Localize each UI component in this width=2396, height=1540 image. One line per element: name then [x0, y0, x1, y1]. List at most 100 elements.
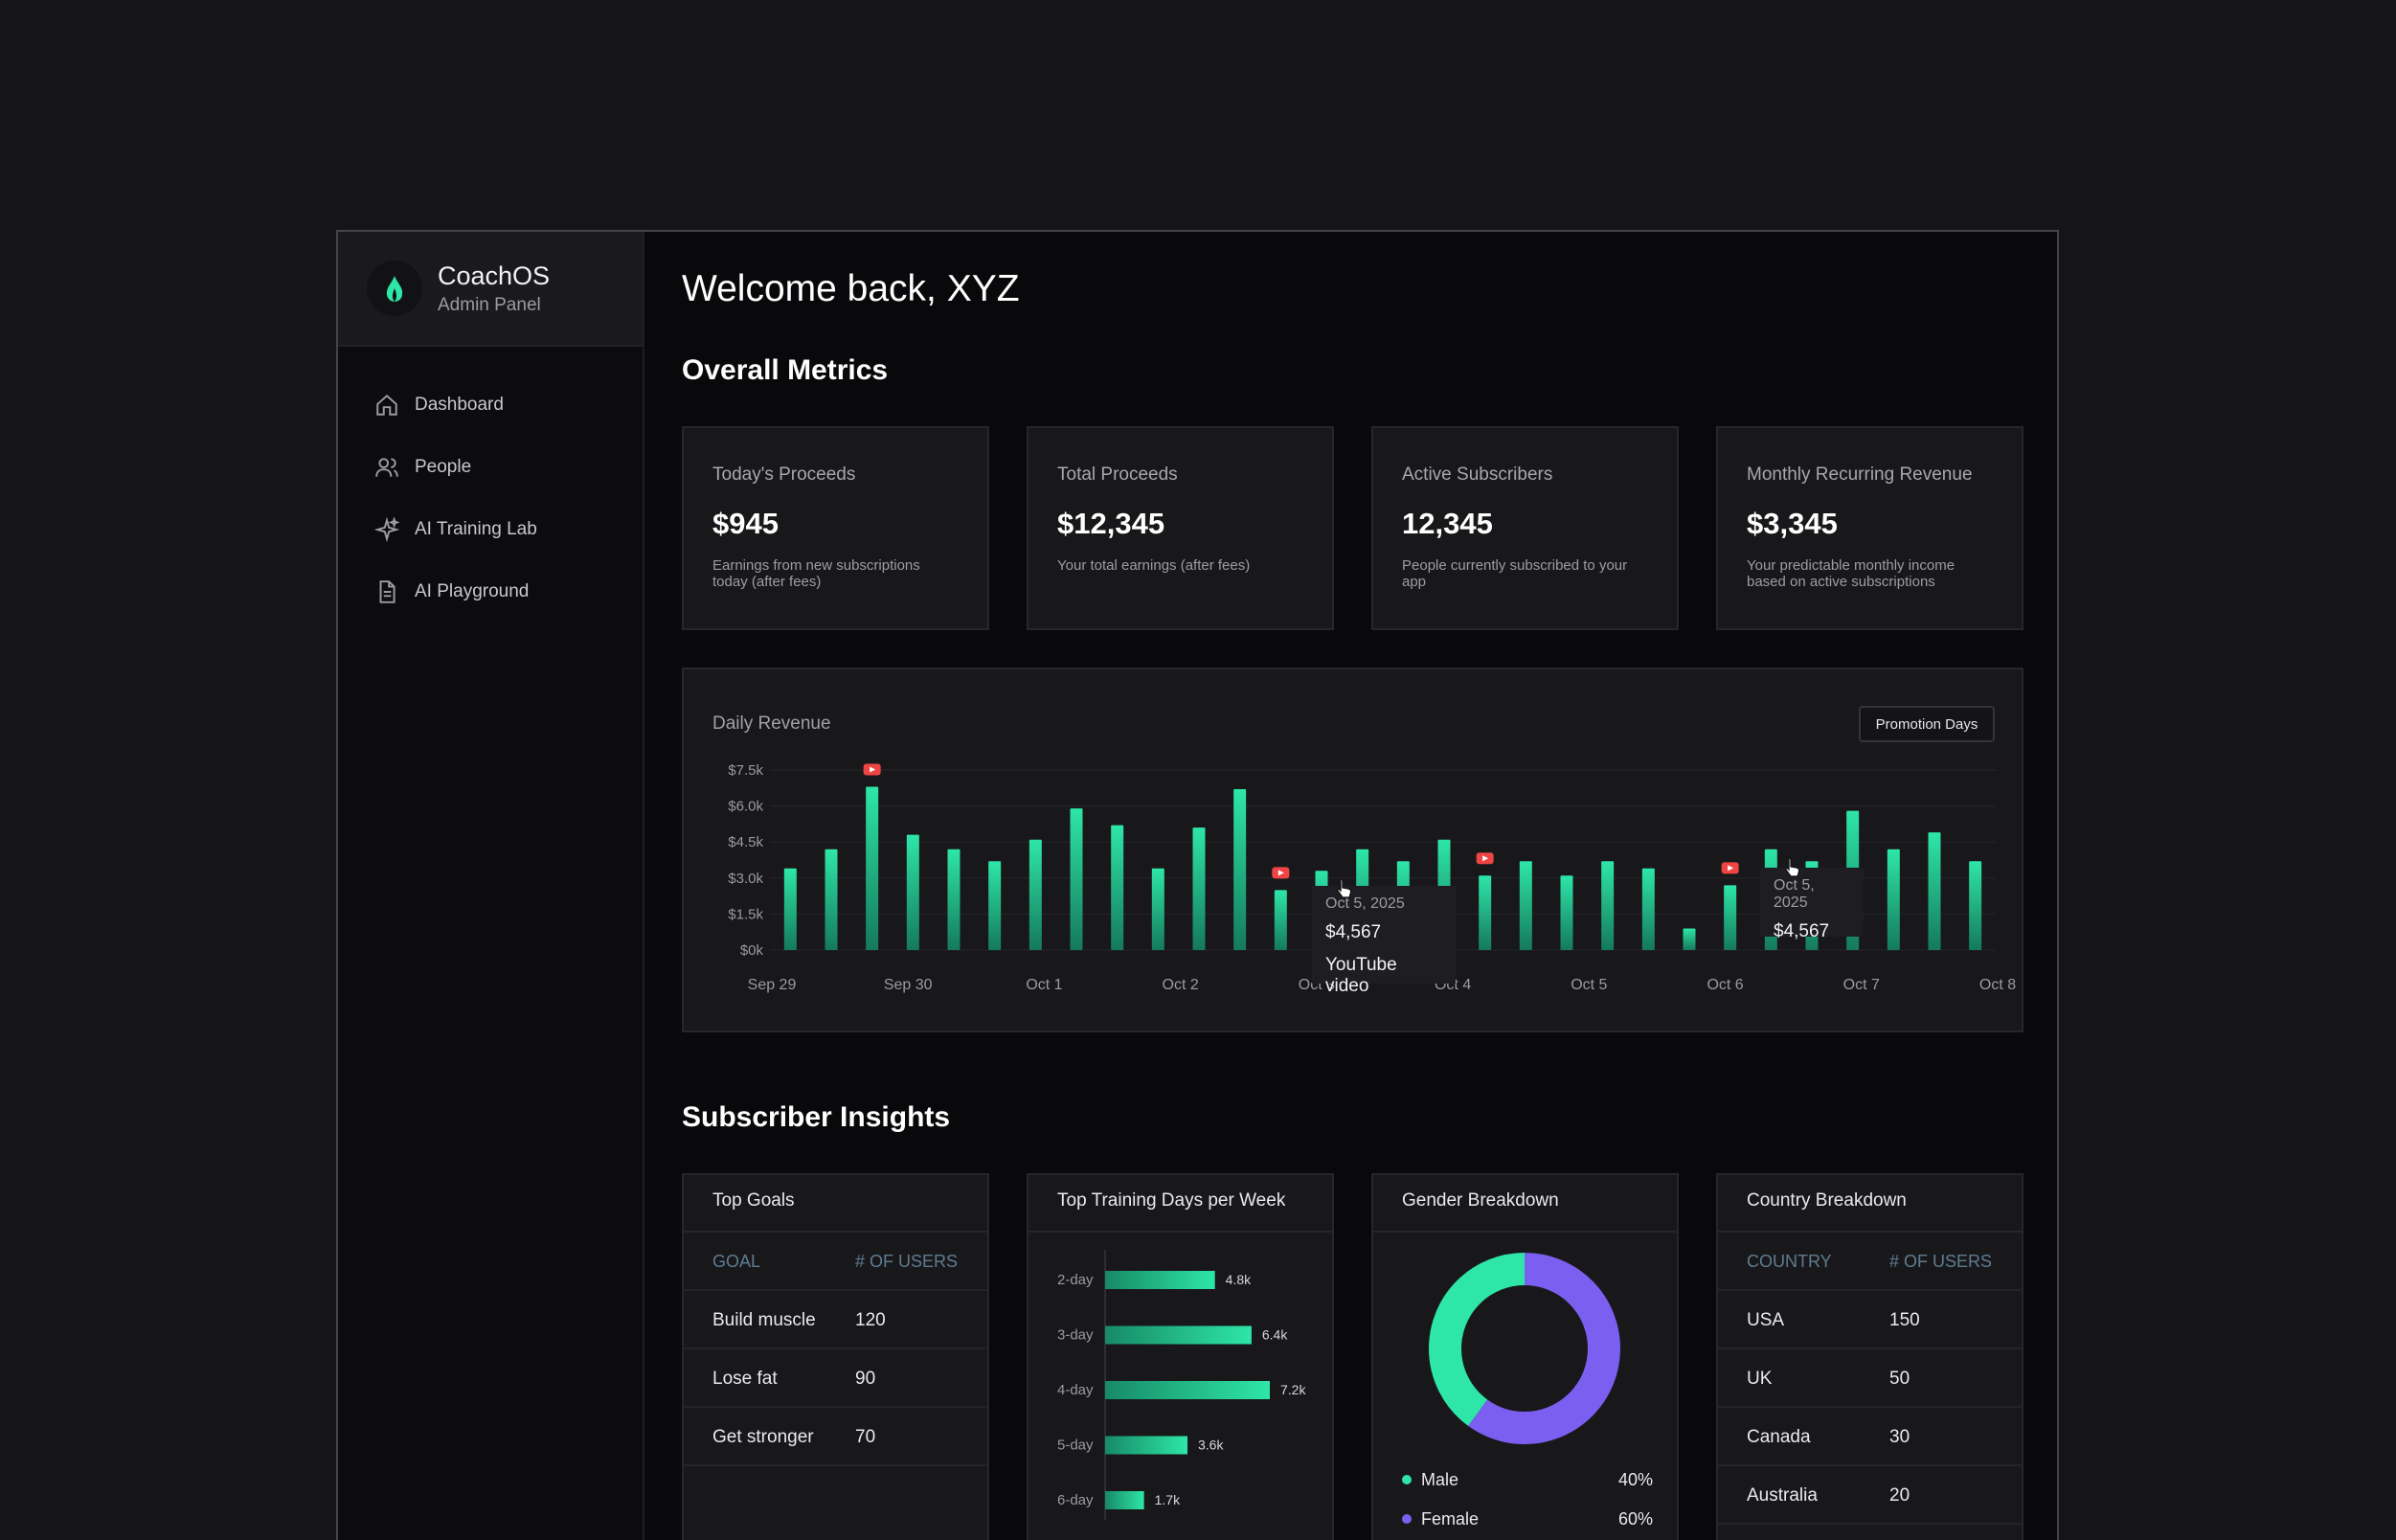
tooltip-label: YouTube video	[1325, 955, 1397, 996]
metric-description: Earnings from new subscriptions today (a…	[712, 557, 920, 590]
y-tick-label: $1.5k	[728, 906, 763, 922]
card-title: Top Goals	[712, 1190, 795, 1211]
column-header-users: # OF USERS	[855, 1252, 959, 1271]
divider	[1373, 1231, 1677, 1233]
youtube-play-icon	[870, 766, 876, 773]
divider	[1028, 1231, 1332, 1233]
revenue-bar[interactable]	[1560, 875, 1573, 950]
country-table: COUNTRY # OF USERS USA 150 UK 50 Canada …	[1718, 1233, 2022, 1525]
y-tick-label: $4.5k	[728, 834, 763, 850]
promotion-days-button[interactable]: Promotion Days	[1859, 706, 1995, 742]
metric-title: Today's Proceeds	[712, 464, 856, 485]
revenue-bar[interactable]	[1233, 789, 1247, 950]
revenue-bar[interactable]	[1192, 827, 1206, 950]
data-label: 6.4k	[1262, 1327, 1288, 1343]
app-window: CoachOS Admin Panel Dashboard People AI …	[336, 230, 2059, 1540]
youtube-play-icon	[1277, 870, 1284, 876]
y-tick-label: $7.5k	[728, 762, 763, 779]
sidebar-item-ai-training-lab[interactable]: AI Training Lab	[338, 498, 643, 560]
sidebar-item-people[interactable]: People	[338, 436, 643, 498]
youtube-play-icon	[1728, 865, 1734, 872]
metric-card-total-proceeds: Total Proceeds $12,345 Your total earnin…	[1027, 426, 1334, 630]
metric-value: $3,345	[1747, 507, 1838, 540]
revenue-bar[interactable]	[947, 849, 961, 950]
legend-item-male: Male 40%	[1402, 1470, 1653, 1490]
sidebar-item-dashboard[interactable]: Dashboard	[338, 374, 643, 436]
country-cell: UK	[1747, 1369, 1773, 1389]
revenue-bar[interactable]	[1641, 868, 1655, 950]
country-cell: Australia	[1747, 1485, 1818, 1506]
training-bar[interactable]	[1105, 1436, 1187, 1455]
metric-value: $945	[712, 507, 779, 540]
cursor-icon	[1785, 857, 1800, 877]
category-label: 2-day	[1057, 1272, 1094, 1288]
donut-slice-male[interactable]	[1429, 1253, 1620, 1444]
revenue-bar[interactable]	[866, 786, 879, 950]
revenue-bar[interactable]	[783, 868, 797, 950]
goal-cell: Lose fat	[712, 1369, 778, 1389]
revenue-bar[interactable]	[1274, 890, 1287, 950]
sidebar-item-label: People	[415, 456, 472, 477]
metric-card-active-subscribers: Active Subscribers 12,345 People current…	[1371, 426, 1679, 630]
users-cell: 50	[1889, 1369, 1910, 1389]
table-row: Lose fat 90	[684, 1349, 987, 1408]
metric-description: Your predictable monthly income based on…	[1747, 557, 1955, 590]
training-bar[interactable]	[1105, 1325, 1252, 1345]
table-row: Australia 20	[1718, 1466, 2022, 1525]
legend-item-female: Female 60%	[1402, 1509, 1653, 1529]
gender-breakdown-card: Gender Breakdown Male 40% Female 60%	[1371, 1173, 1679, 1540]
sidebar-item-label: AI Training Lab	[415, 518, 537, 539]
training-bar[interactable]	[1105, 1491, 1144, 1509]
revenue-bar[interactable]	[1519, 861, 1532, 950]
revenue-bar[interactable]	[1151, 868, 1164, 950]
revenue-bar[interactable]	[1028, 839, 1042, 950]
document-icon	[379, 579, 396, 603]
tooltip-date: Oct 5, 2025	[1325, 895, 1405, 912]
tooltip-value: $4,567	[1325, 922, 1382, 942]
data-label: 7.2k	[1280, 1382, 1306, 1397]
metric-description: Your total earnings (after fees)	[1057, 557, 1251, 574]
insights-section-title: Subscriber Insights	[682, 1101, 951, 1133]
data-label: 3.6k	[1198, 1438, 1224, 1453]
revenue-bar[interactable]	[1969, 861, 1982, 950]
metric-value: $12,345	[1057, 507, 1165, 540]
x-tick-label: Oct 6	[1707, 977, 1743, 993]
revenue-bar[interactable]	[825, 849, 838, 950]
revenue-bar[interactable]	[1683, 928, 1696, 950]
x-tick-label: Oct 7	[1843, 977, 1880, 993]
revenue-bar[interactable]	[1887, 849, 1900, 950]
users-cell: 90	[855, 1369, 876, 1389]
x-tick-label: Oct 2	[1163, 977, 1199, 993]
chart-title: Daily Revenue	[712, 713, 831, 734]
data-label: 4.8k	[1226, 1272, 1252, 1287]
revenue-bar[interactable]	[1070, 808, 1083, 950]
revenue-bar[interactable]	[988, 861, 1002, 950]
training-bar[interactable]	[1105, 1271, 1215, 1289]
revenue-bar[interactable]	[1724, 885, 1737, 950]
tooltip-value: $4,567	[1774, 921, 1830, 941]
tooltip-date: Oct 5, 2025	[1774, 877, 1815, 911]
revenue-bar[interactable]	[1928, 832, 1941, 950]
sidebar-item-ai-playground[interactable]: AI Playground	[338, 560, 643, 623]
revenue-bar[interactable]	[906, 834, 919, 950]
training-days-card: Top Training Days per Week 2-day 4.8k 3-da…	[1027, 1173, 1334, 1540]
goals-table: GOAL # OF USERS Build muscle 120 Lose fa…	[684, 1233, 987, 1466]
revenue-bar[interactable]	[1111, 825, 1124, 950]
x-tick-label: Sep 30	[884, 977, 933, 993]
training-bar[interactable]	[1105, 1381, 1270, 1399]
country-cell: USA	[1747, 1310, 1785, 1330]
country-cell: Canada	[1747, 1427, 1811, 1447]
page-title: Welcome back, XYZ	[682, 268, 1020, 309]
metric-description: People currently subscribed to your app	[1402, 557, 1628, 590]
flame-logo-icon	[367, 260, 422, 316]
metric-title: Total Proceeds	[1057, 464, 1178, 485]
chart-tooltip-hover: Oct 5, 2025 $4,567	[1760, 868, 1864, 941]
users-cell: 120	[855, 1310, 886, 1330]
table-row: Get stronger 70	[684, 1408, 987, 1466]
revenue-bar[interactable]	[1601, 861, 1615, 950]
metric-title: Monthly Recurring Revenue	[1747, 464, 1973, 485]
cursor-icon	[1337, 878, 1352, 898]
revenue-bar[interactable]	[1479, 875, 1492, 950]
sidebar-item-label: Dashboard	[415, 394, 504, 415]
table-header: COUNTRY # OF USERS	[1718, 1233, 2022, 1291]
